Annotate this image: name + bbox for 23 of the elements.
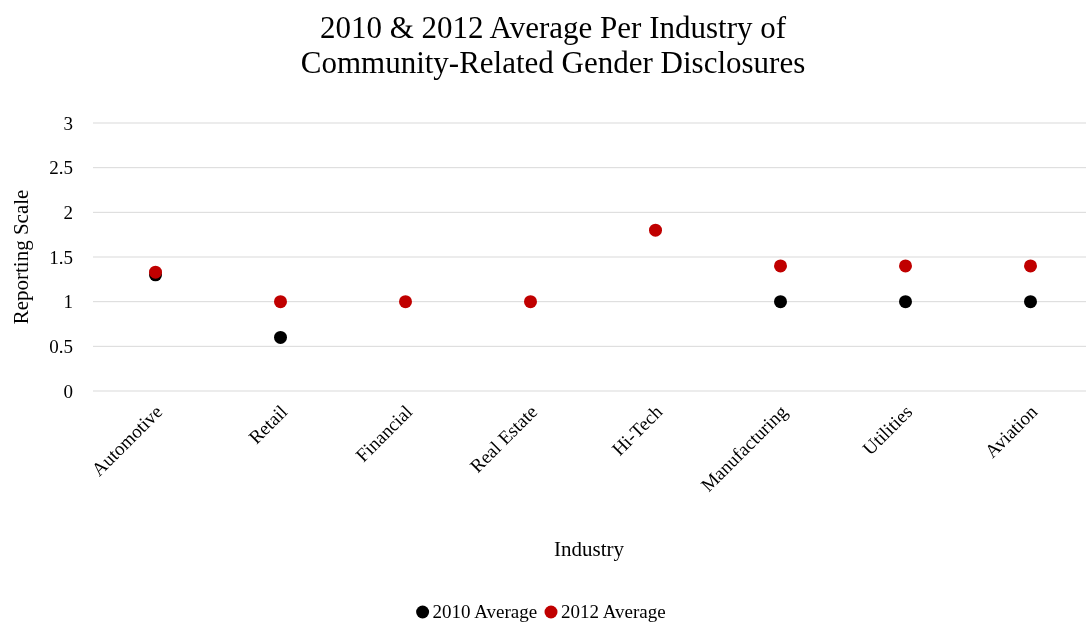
y-tick-label: 2 xyxy=(63,201,73,223)
y-tick-label: 0.5 xyxy=(49,335,73,357)
point xyxy=(1024,295,1037,309)
point xyxy=(774,295,787,309)
y-axis-title: Reporting Scale xyxy=(9,189,33,325)
y-tick-label: 1 xyxy=(63,291,73,313)
y-tick-label: 2.5 xyxy=(49,157,73,179)
point xyxy=(274,295,287,309)
point xyxy=(274,330,287,344)
point xyxy=(774,259,787,273)
point xyxy=(1024,259,1037,273)
point xyxy=(899,259,912,273)
chart-title: 2010 & 2012 Average Per Industry of Community-Related Gender Disclosures xyxy=(300,10,806,80)
y-tick-label: 0 xyxy=(63,380,73,402)
legend-label: 2010 Average xyxy=(432,601,538,622)
point xyxy=(524,295,537,309)
legend-label: 2012 Average xyxy=(561,601,666,622)
y-tick-label: 1.5 xyxy=(49,246,73,268)
x-axis-title: Industry xyxy=(554,537,625,561)
y-tick-label: 3 xyxy=(63,112,73,134)
point xyxy=(399,295,412,309)
point xyxy=(899,295,912,309)
point xyxy=(649,223,662,237)
